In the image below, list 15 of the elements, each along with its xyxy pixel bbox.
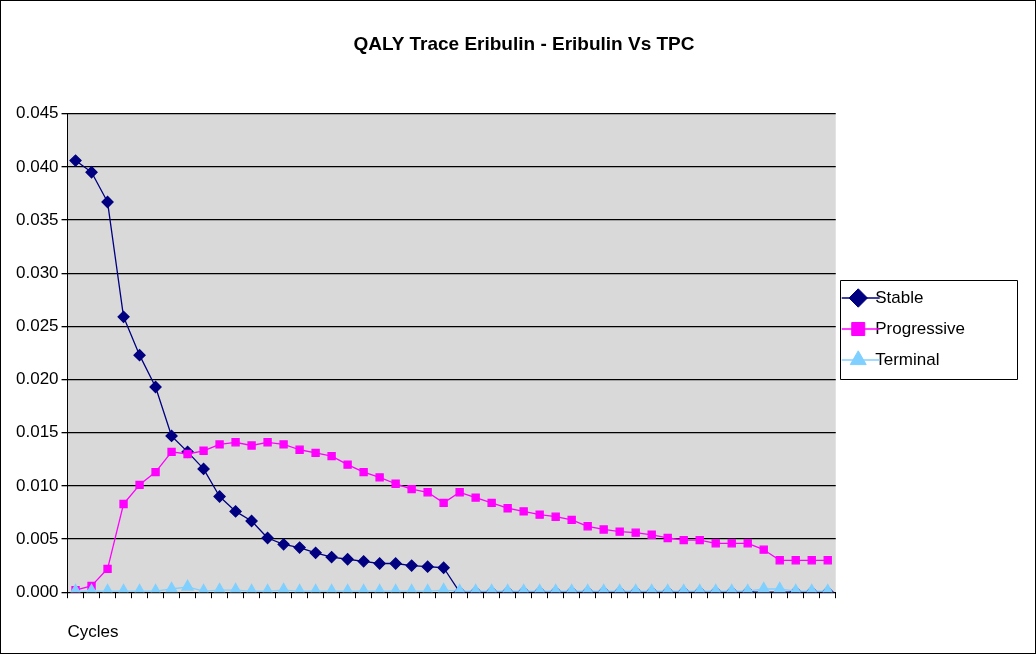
legend-label: Terminal xyxy=(875,349,940,369)
y-tick-label: 0.035 xyxy=(15,209,59,229)
legend-label: Stable xyxy=(875,287,924,307)
y-tick-label: 0.025 xyxy=(15,316,59,336)
y-tick-label: 0.020 xyxy=(15,369,59,389)
y-tick-label: 0.030 xyxy=(15,262,59,282)
y-tick-label: 0.000 xyxy=(15,581,59,601)
y-tick-label: 0.015 xyxy=(15,422,59,442)
y-tick-label: 0.005 xyxy=(15,528,59,548)
x-axis-title: Cycles xyxy=(67,622,119,642)
legend-label: Progressive xyxy=(875,318,966,338)
y-tick-label: 0.045 xyxy=(15,103,59,123)
chart-title: QALY Trace Eribulin - Eribulin Vs TPC xyxy=(353,32,695,54)
y-tick-label: 0.040 xyxy=(15,156,59,176)
y-tick-label: 0.010 xyxy=(15,475,59,495)
